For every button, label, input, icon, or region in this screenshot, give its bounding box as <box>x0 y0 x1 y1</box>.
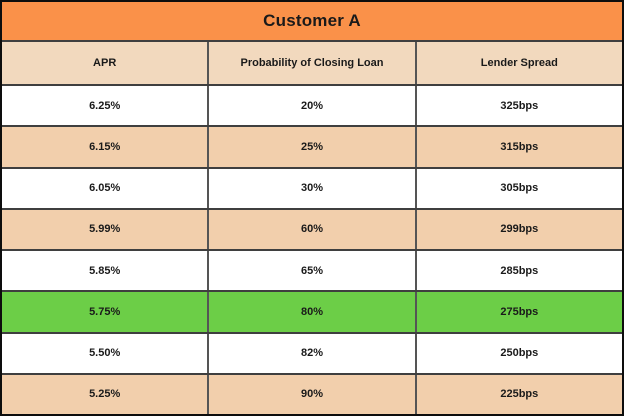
header-row: APR Probability of Closing Loan Lender S… <box>2 42 622 84</box>
table-row: 5.25% 90% 225bps <box>2 372 622 414</box>
table-row: 6.15% 25% 315bps <box>2 125 622 167</box>
table-row: 5.85% 65% 285bps <box>2 249 622 291</box>
apr-cell: 6.15% <box>2 127 210 167</box>
table-row: 6.05% 30% 305bps <box>2 166 622 208</box>
table-row: 6.25% 20% 325bps <box>2 84 622 126</box>
spread-cell: 299bps <box>500 223 539 236</box>
probability-cell: 25% <box>209 127 417 167</box>
apr-cell: 5.50% <box>2 333 210 373</box>
table-title: Customer A <box>2 2 622 42</box>
table-body: 6.25% 20% 325bps 6.15% 25% 315bps 6.05% … <box>2 84 622 414</box>
probability-cell: 65% <box>209 251 417 291</box>
probability-cell: 30% <box>209 168 417 208</box>
probability-cell: 82% <box>209 333 417 373</box>
apr-cell: 5.75% <box>2 292 210 332</box>
probability-cell: 80% <box>209 292 417 332</box>
apr-cell: 6.25% <box>2 86 210 126</box>
spread-cell: 315bps <box>500 140 539 153</box>
table-row: 5.50% 82% 250bps <box>2 331 622 373</box>
header-probability-of-closing-loan: Probability of Closing Loan <box>209 42 417 84</box>
probability-cell: 90% <box>209 374 417 414</box>
spread-cell: 285bps <box>500 264 539 277</box>
spread-cell: 275bps <box>500 305 539 318</box>
spread-cell: 325bps <box>500 99 539 112</box>
table-row: 5.99% 60% 299bps <box>2 207 622 249</box>
spread-cell: 225bps <box>500 388 539 401</box>
probability-cell: 60% <box>209 209 417 249</box>
header-apr: APR <box>2 42 210 84</box>
spread-cell: 250bps <box>500 347 539 360</box>
spread-cell: 305bps <box>500 182 539 195</box>
probability-cell: 20% <box>209 86 417 126</box>
table-row: 5.75% 80% 275bps <box>2 290 622 332</box>
apr-cell: 5.85% <box>2 251 210 291</box>
apr-cell: 6.05% <box>2 168 210 208</box>
apr-cell: 5.99% <box>2 209 210 249</box>
apr-cell: 5.25% <box>2 374 210 414</box>
header-lender-spread: Lender Spread <box>480 57 558 69</box>
